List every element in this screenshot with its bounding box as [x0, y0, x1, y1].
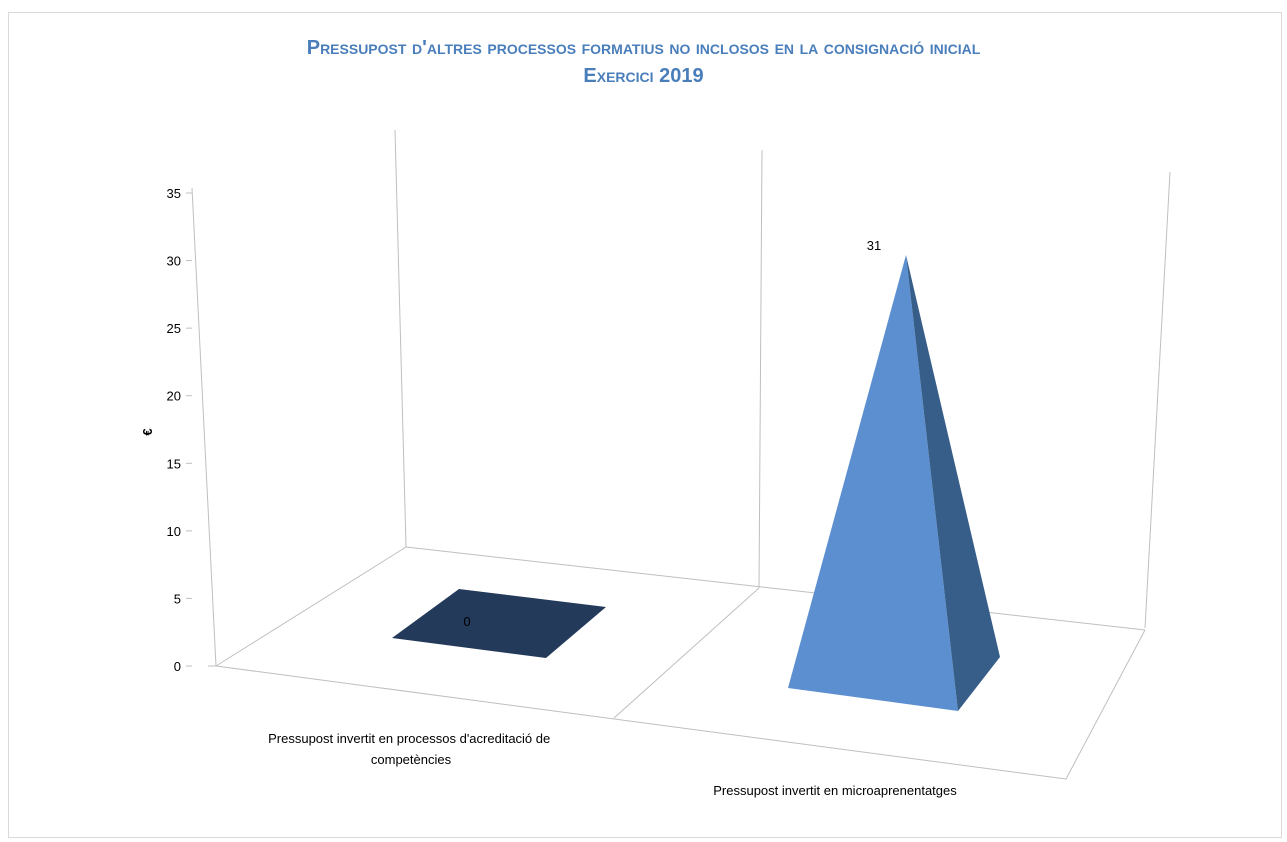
floor-left-edge [215, 546, 407, 667]
data-label-0: 0 [463, 614, 470, 629]
chart-title-line-1: Pressupost d'altres processos formatius … [306, 37, 981, 59]
right-vertical-edge [1144, 171, 1171, 629]
y-axis-ticks: 0 5 10 15 20 25 30 35 [167, 186, 192, 674]
y-tick-label: 30 [167, 254, 181, 269]
category-label-0-line-1: Pressupost invertit en processos d'acred… [268, 731, 550, 746]
y-tick-label: 10 [167, 524, 181, 539]
left-front-vertical-edge [191, 187, 217, 667]
y-tick-label: 25 [167, 321, 181, 336]
category-label-1: Pressupost invertit en microaprenentatge… [713, 783, 957, 798]
chart-area [8, 12, 1282, 838]
bar-0-base [392, 589, 606, 658]
walls [191, 129, 1171, 780]
floor-divider [613, 587, 760, 719]
y-tick-label: 20 [167, 389, 181, 404]
back-right-vertical-edge [758, 149, 763, 589]
floor-right-edge [1065, 629, 1146, 780]
bar-1-side-face [906, 255, 1000, 712]
y-tick-label: 0 [174, 659, 181, 674]
category-label-0: Pressupost invertit en processos d'acred… [268, 731, 554, 767]
floor-front-edge [215, 665, 1067, 780]
floor-back-edge [405, 546, 1146, 631]
chart-title-line-2: Exercici 2019 [583, 65, 704, 87]
series-bars [392, 255, 1000, 712]
data-label-1: 31 [867, 238, 881, 253]
category-label-0-line-2: competències [371, 752, 452, 767]
back-left-vertical-edge [394, 129, 407, 548]
y-tick-label: 35 [167, 186, 181, 201]
category-label-1-line-1: Pressupost invertit en microaprenentatge… [713, 783, 957, 798]
bar-1-front-face [788, 255, 958, 712]
y-tick-label: 15 [167, 456, 181, 471]
chart-title: Pressupost d'altres processos formatius … [0, 34, 1287, 90]
y-tick-label: 5 [174, 591, 181, 606]
y-axis-label: € [140, 428, 155, 435]
